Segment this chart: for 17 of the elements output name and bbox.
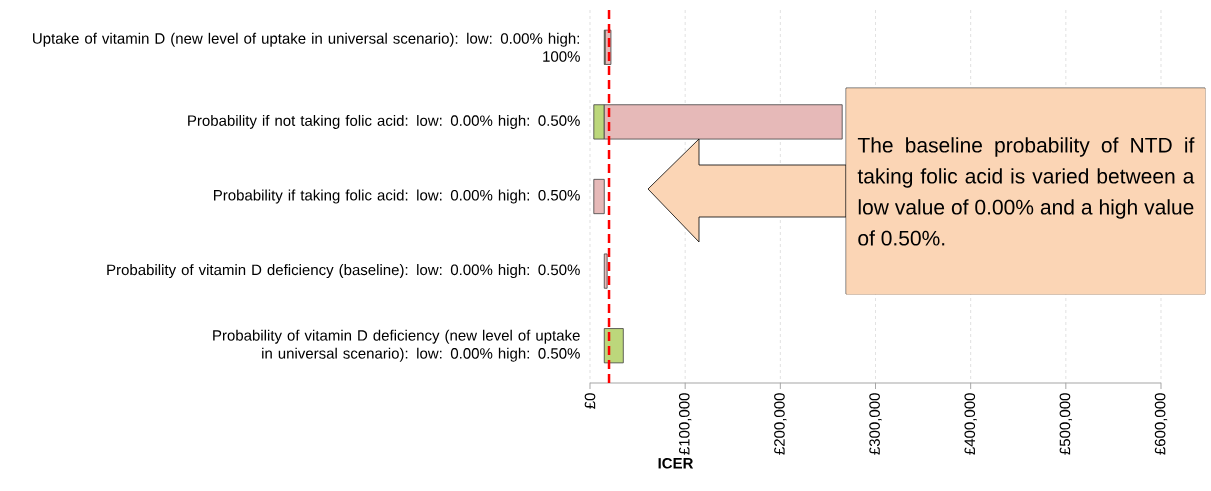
x-axis-title: ICER — [658, 457, 694, 469]
x-tick-label: £400,000 — [964, 393, 977, 455]
bar — [593, 178, 605, 215]
bar — [603, 328, 624, 364]
x-tick-label: £600,000 — [1154, 393, 1168, 455]
annotation: The baseline probability of NTD if taking folic acid is varied between a low value of 0.00% and a high value of 0.50%. — [857, 137, 1195, 246]
y-tick-label: Probability if not taking folic acid: low: 0.00% high: 0.50% — [188, 114, 580, 129]
y-tick-label: Probability of vitamin D deficiency (new level of uptake in universal scenario): low: 0.00% high: 0.50% — [213, 329, 580, 362]
y-tick-label: Probability of vitamin D deficiency (baseline): low: 0.00% high: 0.50% — [107, 264, 580, 279]
y-tick-label: Probability if taking folic acid: low: 0.00% high: 0.50% — [214, 189, 580, 204]
x-tick-label: £200,000 — [774, 393, 787, 455]
x-tick-label: £500,000 — [1059, 393, 1073, 455]
bar — [603, 253, 608, 289]
x-tick-label: £300,000 — [869, 393, 882, 455]
x-tick-label: £0 — [584, 393, 596, 409]
y-tick-label: Uptake of vitamin D (new level of uptake in universal scenario): low: 0.00% high: 100% — [33, 32, 580, 62]
x-tick-label: £100,000 — [678, 393, 692, 455]
